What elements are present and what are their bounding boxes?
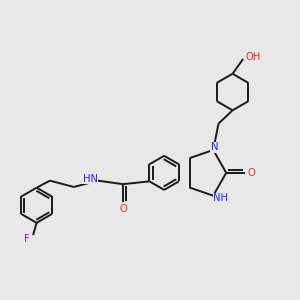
Text: OH: OH xyxy=(245,52,261,62)
Text: F: F xyxy=(24,234,30,244)
Text: HN: HN xyxy=(82,173,98,184)
Text: N: N xyxy=(211,142,218,152)
Text: NH: NH xyxy=(214,194,229,203)
Text: O: O xyxy=(248,168,255,178)
Text: O: O xyxy=(119,205,127,214)
